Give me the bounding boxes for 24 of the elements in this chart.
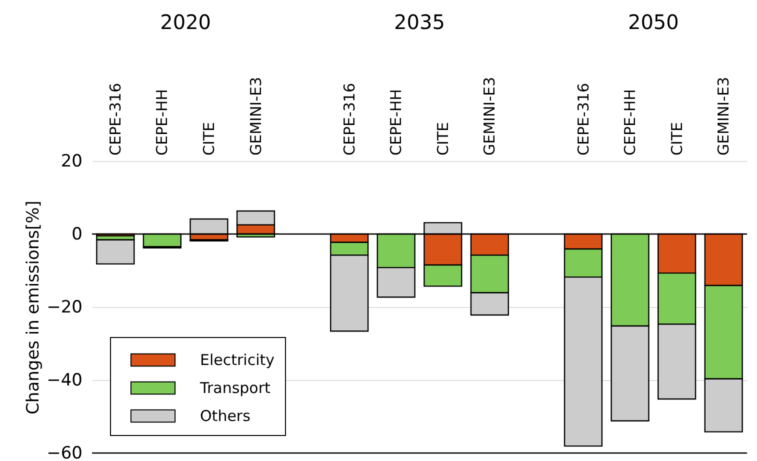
x-tick-label: GEMINI-E3 xyxy=(714,76,733,156)
legend-label: Electricity xyxy=(200,351,275,369)
x-tick-label: CEPE-HH xyxy=(153,89,172,156)
x-tick-label: GEMINI-E3 xyxy=(480,76,499,156)
text: 2020 xyxy=(160,10,212,34)
x-tick-label: CITE xyxy=(434,122,452,156)
x-tick-label: CITE xyxy=(668,122,686,156)
legend-label: Transport xyxy=(199,379,271,397)
x-tick-label: CITE xyxy=(200,122,218,156)
text: 2035 xyxy=(394,10,445,34)
x-tick-label: CEPE-316 xyxy=(106,82,124,156)
y-tick-label: −60 xyxy=(46,444,82,461)
text: 2050 xyxy=(628,10,679,34)
legend-label: Others xyxy=(200,407,251,425)
y-tick-label: 0 xyxy=(72,224,82,244)
x-tick-label: CEPE-316 xyxy=(340,82,358,156)
x-tick-label: GEMINI-E3 xyxy=(246,76,265,156)
y-axis-title: Changes in emissions[%] xyxy=(24,200,44,414)
x-tick-label: CEPE-316 xyxy=(574,82,592,156)
y-tick-label: −20 xyxy=(46,298,82,318)
x-tick-label: CEPE-HH xyxy=(621,89,640,156)
y-tick-label: 20 xyxy=(60,152,82,172)
y-tick-label: −40 xyxy=(46,370,82,390)
x-tick-label: CEPE-HH xyxy=(387,89,406,156)
